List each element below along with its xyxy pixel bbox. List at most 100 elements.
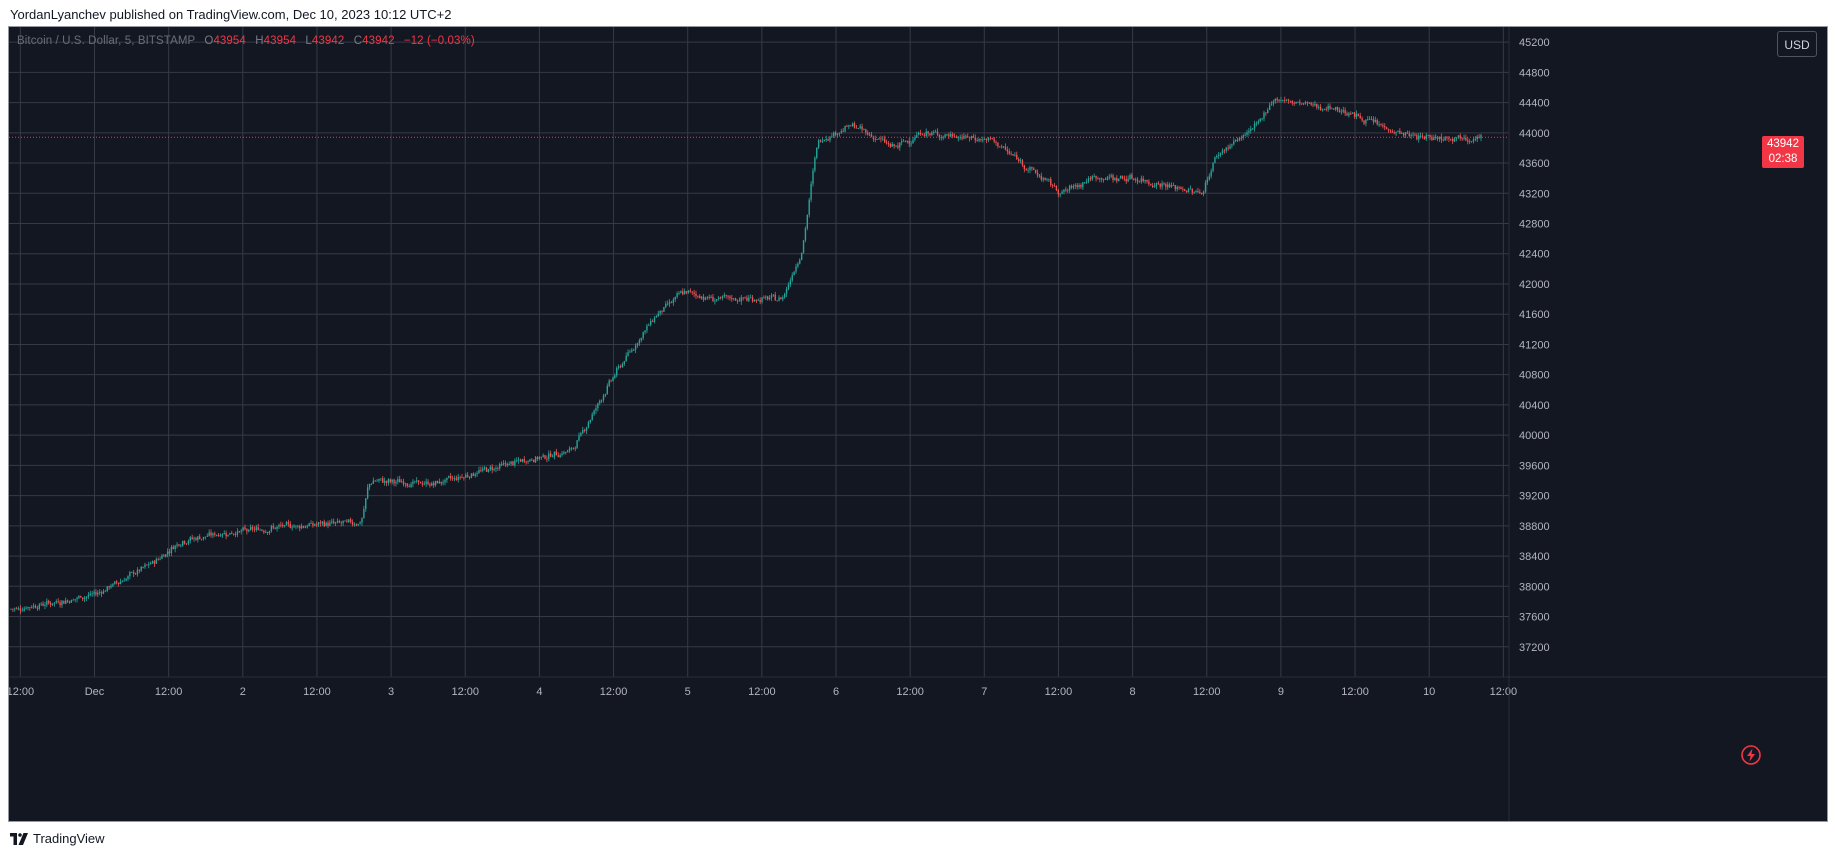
candle-body bbox=[672, 299, 675, 303]
y-tick-label: 39200 bbox=[1519, 491, 1550, 503]
footer-branding: TradingView bbox=[10, 828, 105, 850]
y-tick-label: 44400 bbox=[1519, 98, 1550, 110]
candle-body bbox=[321, 521, 324, 524]
lightning-icon[interactable] bbox=[1740, 744, 1762, 766]
candle-body bbox=[697, 295, 699, 297]
candle-body bbox=[95, 592, 97, 595]
candle-body bbox=[797, 263, 799, 267]
candle-body bbox=[984, 139, 986, 140]
candle-body bbox=[299, 526, 301, 529]
candle-body bbox=[442, 482, 444, 484]
candle-body bbox=[474, 474, 476, 476]
candle-body bbox=[778, 297, 780, 301]
candle-body bbox=[421, 483, 424, 485]
candle-body bbox=[787, 284, 790, 289]
candle-body bbox=[1189, 188, 1192, 190]
candle-body bbox=[574, 447, 576, 449]
candle-body bbox=[1233, 141, 1235, 145]
candle-body bbox=[1401, 133, 1403, 134]
candle-body bbox=[867, 132, 869, 135]
candle-body bbox=[17, 608, 20, 610]
candle-body bbox=[1231, 144, 1233, 146]
candle-body bbox=[480, 469, 482, 471]
candle-body bbox=[727, 295, 729, 297]
candle-body bbox=[934, 131, 937, 133]
candle-body bbox=[1133, 178, 1135, 181]
high-value: 43954 bbox=[263, 35, 297, 47]
currency-button[interactable]: USD bbox=[1777, 31, 1817, 57]
candle-body bbox=[1246, 132, 1248, 135]
candle-body bbox=[1280, 100, 1282, 101]
candle-body bbox=[819, 140, 822, 142]
candle-body bbox=[1248, 130, 1250, 133]
candle-body bbox=[1404, 132, 1407, 136]
candle-body bbox=[553, 451, 556, 457]
y-tick-label: 37600 bbox=[1519, 612, 1550, 624]
candle-body bbox=[900, 141, 903, 143]
candle-body bbox=[931, 132, 933, 136]
candle-body bbox=[1297, 101, 1299, 103]
candle-body bbox=[304, 527, 307, 529]
y-tick-label: 40800 bbox=[1519, 370, 1550, 382]
candle-body bbox=[1351, 112, 1354, 114]
candle-body bbox=[453, 478, 456, 480]
candle-body bbox=[750, 297, 752, 299]
candle-body bbox=[97, 592, 99, 595]
candlestick-chart[interactable]: 37200 37600 38000 38400 38800 39200 39600 40000… bbox=[9, 27, 1828, 822]
candle-body bbox=[767, 296, 769, 300]
candle-body bbox=[940, 137, 943, 139]
candle-body bbox=[1325, 109, 1327, 111]
candle-body bbox=[780, 297, 782, 300]
candle-body bbox=[29, 607, 31, 608]
candle-body bbox=[91, 593, 93, 595]
candle-body bbox=[995, 141, 997, 143]
candle-body bbox=[261, 529, 263, 531]
chart-panel[interactable]: 37200 37600 38000 38400 38800 39200 39600 40000… bbox=[8, 26, 1828, 822]
candle-body bbox=[1342, 110, 1344, 112]
candle-body bbox=[1391, 131, 1394, 133]
candle-body bbox=[642, 332, 644, 339]
candle-body bbox=[1201, 192, 1203, 195]
candle-body bbox=[836, 133, 839, 135]
candle-body bbox=[1301, 103, 1303, 105]
candle-body bbox=[512, 461, 514, 465]
low-label: L bbox=[305, 35, 312, 47]
candle-body bbox=[15, 608, 18, 610]
candle-body bbox=[967, 136, 969, 137]
candle-body bbox=[850, 125, 852, 127]
candle-body bbox=[406, 483, 408, 487]
candle-body bbox=[1165, 183, 1167, 188]
candle-body bbox=[606, 385, 609, 395]
candle-body bbox=[129, 572, 131, 577]
candle-body bbox=[1051, 185, 1054, 186]
candle-body bbox=[668, 302, 671, 304]
candle-body bbox=[1448, 137, 1450, 139]
candle-body bbox=[774, 294, 776, 301]
candle-body bbox=[1218, 154, 1220, 156]
candle-body bbox=[1380, 124, 1382, 126]
candle-body bbox=[1138, 181, 1141, 183]
candle-body bbox=[593, 410, 595, 415]
y-tick-label: 38400 bbox=[1519, 551, 1550, 563]
candle-body bbox=[327, 522, 329, 526]
candle-body bbox=[1170, 185, 1173, 187]
candle-body bbox=[1408, 133, 1410, 136]
x-tick-label: 12:00 bbox=[748, 686, 776, 698]
candle-body bbox=[83, 597, 86, 600]
candle-body bbox=[348, 519, 350, 522]
candle-body bbox=[1180, 187, 1182, 190]
candle-body bbox=[1348, 113, 1350, 116]
candle-body bbox=[702, 296, 705, 300]
candle-body bbox=[1446, 136, 1448, 138]
candle-body bbox=[159, 558, 161, 560]
candle-body bbox=[332, 521, 335, 524]
candle-body bbox=[876, 139, 878, 140]
candle-body bbox=[731, 298, 733, 300]
candle-body bbox=[276, 526, 278, 529]
candle-body bbox=[393, 479, 395, 484]
candle-body bbox=[1048, 178, 1050, 180]
candle-body bbox=[1131, 174, 1133, 179]
candle-body bbox=[1370, 118, 1373, 120]
candle-body bbox=[651, 321, 654, 322]
candle-body bbox=[555, 451, 558, 456]
